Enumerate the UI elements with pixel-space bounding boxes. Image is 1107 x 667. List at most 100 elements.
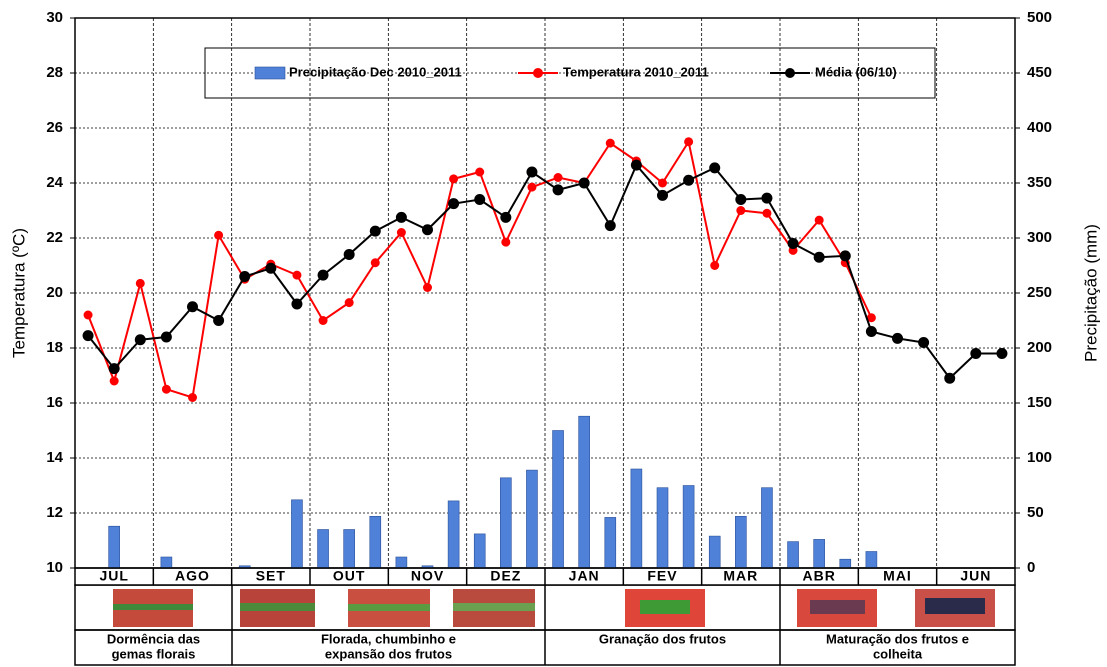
x-tick-label: ABR [802,568,835,584]
y-tick-label: 24 [46,174,63,191]
y2-tick-label: 500 [1027,9,1052,26]
x-tick-label: JAN [569,568,600,584]
point [292,270,302,280]
bar [761,487,773,569]
point [318,316,328,325]
phase-label: colheita [873,646,923,661]
bar [708,535,721,569]
point [188,393,197,402]
bar [787,541,799,569]
phase-label: expansão dos frutos [325,646,452,661]
point [474,194,486,205]
x-tick-label: DEZ [490,568,521,584]
point [214,230,224,240]
line [87,163,1002,380]
y-tick-label: 20 [46,284,63,301]
y-tick-label: 26 [46,119,63,136]
point [866,313,876,323]
bar [291,499,303,569]
plot-frame [74,17,1016,569]
bar [500,477,512,569]
point [865,326,877,337]
point [501,237,511,247]
bar [604,517,617,569]
x-tick-label: JUN [960,568,991,584]
y-axis-label: Temperatura (ºC) [9,228,28,358]
bar [656,487,669,569]
bar [526,469,538,569]
phase-label: gemas florais [112,646,196,661]
point [108,363,120,375]
point [762,208,772,218]
point [526,166,538,178]
legend-label: Média (06/10) [815,64,897,79]
point [500,211,512,223]
bar [473,533,486,569]
point [134,334,146,346]
y-tick-label: 16 [46,394,63,411]
point [370,258,380,268]
legend [204,47,936,99]
point [422,224,433,236]
phase-label: Maturação dos frutos e [826,631,969,646]
line [87,139,873,399]
point [239,271,251,282]
y2-tick-label: 300 [1027,229,1052,246]
legend-swatch [254,66,286,80]
bar [108,525,120,569]
point [630,159,642,171]
point [291,298,303,310]
y2-tick-label: 100 [1027,449,1052,466]
point [553,173,563,182]
bar [865,551,878,569]
y-tick-label: 30 [46,9,63,26]
y2-tick-label: 0 [1027,559,1035,576]
y2-tick-label: 200 [1027,339,1052,356]
x-tick-label: NOV [411,568,444,584]
point [161,384,171,394]
point [109,376,119,386]
bar [395,556,408,569]
y-tick-label: 12 [46,504,63,521]
point [82,330,94,342]
phase-label: Granação dos frutos [599,631,726,646]
bar [813,539,825,569]
point [787,238,799,249]
legend-label: Precipitação Dec 2010_2011 [289,64,462,79]
photo-strip [74,584,1016,666]
bar [735,515,747,569]
y-tick-label: 14 [46,449,63,466]
x-tick-label: SET [256,568,286,584]
x-tick-label: FEV [647,568,677,584]
point [761,192,773,204]
point [839,250,851,262]
point [657,189,668,201]
bar [630,468,643,569]
bar [552,430,564,569]
point [736,206,746,215]
point [317,269,329,281]
y2-tick-label: 400 [1027,119,1052,136]
y2-tick-label: 250 [1027,284,1052,301]
bar [369,515,382,569]
y-tick-label: 18 [46,339,63,356]
bar [447,500,460,569]
y-tick-label: 28 [46,64,63,81]
x-tick-label: JUL [99,568,128,584]
point [918,337,930,348]
point [683,174,695,186]
point [135,278,145,288]
y-tick-label: 10 [46,559,63,576]
point [814,215,824,225]
y2-axis-label: Precipitação (mm) [1081,224,1100,362]
bar [839,558,852,569]
point [970,348,982,359]
point [527,182,537,192]
point [735,194,747,205]
point [187,301,198,313]
point [996,348,1008,359]
y2-tick-label: 450 [1027,64,1052,81]
point [83,310,93,320]
point [892,332,903,344]
